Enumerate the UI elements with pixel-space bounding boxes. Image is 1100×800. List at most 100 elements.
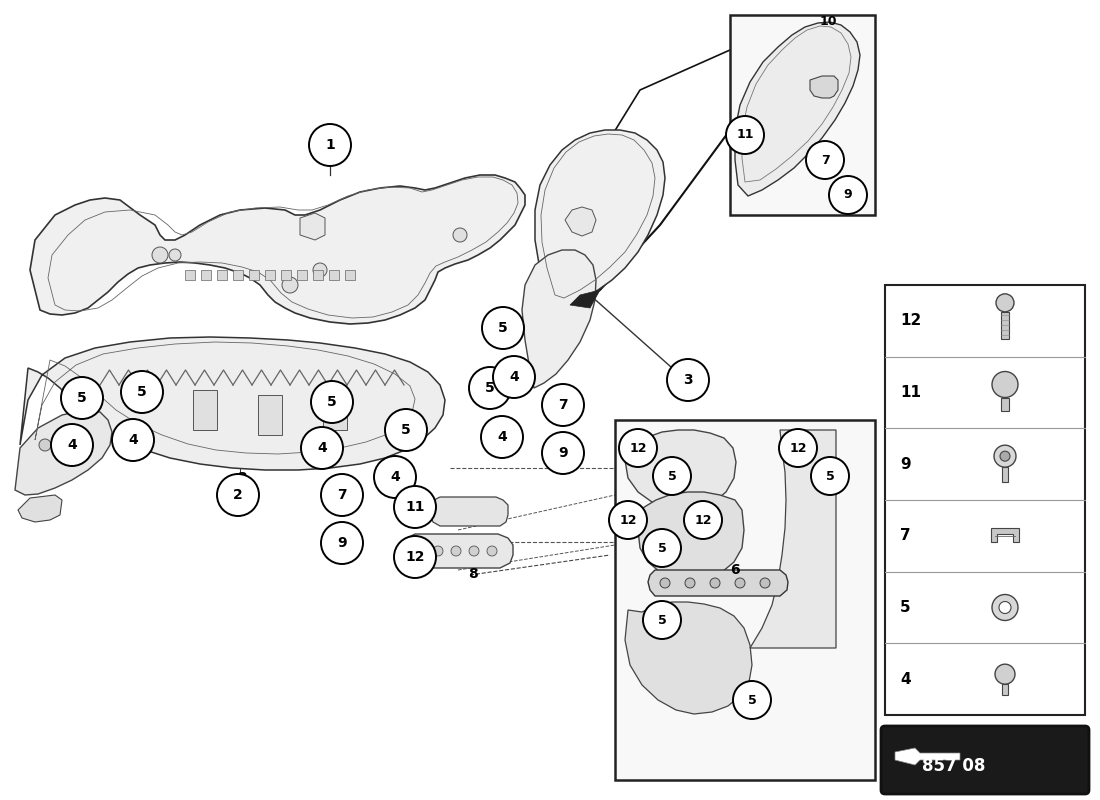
Text: 5: 5 (748, 694, 757, 706)
Circle shape (314, 263, 327, 277)
Polygon shape (20, 337, 446, 470)
Circle shape (609, 501, 647, 539)
Circle shape (619, 429, 657, 467)
Polygon shape (329, 270, 339, 280)
Circle shape (469, 367, 512, 409)
Polygon shape (345, 270, 355, 280)
Text: 12: 12 (405, 550, 425, 564)
Circle shape (660, 578, 670, 588)
Circle shape (684, 501, 722, 539)
Polygon shape (300, 213, 324, 240)
FancyBboxPatch shape (881, 726, 1089, 794)
Circle shape (451, 546, 461, 556)
Text: 5: 5 (658, 614, 667, 626)
FancyBboxPatch shape (615, 420, 874, 780)
Circle shape (644, 529, 681, 567)
Text: 857 08: 857 08 (922, 757, 984, 775)
Text: 4: 4 (900, 672, 911, 686)
Text: 7: 7 (900, 528, 911, 543)
Circle shape (493, 356, 535, 398)
Circle shape (60, 377, 103, 419)
Circle shape (811, 457, 849, 495)
Text: 12: 12 (619, 514, 637, 526)
Polygon shape (265, 270, 275, 280)
Polygon shape (314, 270, 323, 280)
Polygon shape (297, 270, 307, 280)
Text: 7: 7 (338, 488, 346, 502)
Polygon shape (535, 130, 666, 304)
Text: 1: 1 (326, 138, 334, 152)
Polygon shape (258, 395, 282, 435)
Text: 9: 9 (338, 536, 346, 550)
Polygon shape (201, 270, 211, 280)
Circle shape (644, 601, 681, 639)
Polygon shape (1002, 684, 1008, 695)
Text: 4: 4 (509, 370, 519, 384)
Circle shape (121, 371, 163, 413)
Polygon shape (735, 22, 860, 196)
Polygon shape (570, 290, 600, 308)
Text: 9: 9 (844, 189, 852, 202)
Circle shape (487, 546, 497, 556)
FancyBboxPatch shape (730, 15, 875, 215)
Circle shape (996, 664, 1015, 684)
Circle shape (72, 449, 84, 461)
Text: 9: 9 (900, 457, 911, 472)
Polygon shape (217, 270, 227, 280)
Polygon shape (565, 207, 596, 236)
Polygon shape (1001, 398, 1009, 410)
Circle shape (39, 439, 51, 451)
Circle shape (733, 681, 771, 719)
Text: 5: 5 (498, 321, 508, 335)
Polygon shape (280, 270, 292, 280)
Text: 3: 3 (683, 373, 693, 387)
Text: 12: 12 (900, 314, 922, 328)
Text: 4: 4 (390, 470, 400, 484)
Circle shape (374, 456, 416, 498)
Text: 1: 1 (336, 134, 344, 148)
Circle shape (469, 546, 478, 556)
Polygon shape (18, 495, 62, 522)
Polygon shape (1002, 467, 1008, 482)
Text: 5: 5 (402, 423, 411, 437)
Polygon shape (430, 497, 508, 526)
Polygon shape (810, 76, 838, 98)
Text: 2: 2 (238, 471, 248, 485)
Polygon shape (403, 534, 513, 568)
Text: 7: 7 (558, 398, 568, 412)
Text: 9: 9 (558, 446, 568, 460)
Text: 4: 4 (497, 430, 507, 444)
Circle shape (482, 307, 524, 349)
Circle shape (992, 594, 1018, 621)
Circle shape (779, 429, 817, 467)
Text: 5: 5 (138, 385, 147, 399)
Circle shape (829, 176, 867, 214)
Circle shape (385, 409, 427, 451)
Text: 7: 7 (821, 154, 829, 166)
Circle shape (994, 445, 1016, 467)
Polygon shape (233, 270, 243, 280)
Text: 12: 12 (629, 442, 647, 454)
Circle shape (282, 277, 298, 293)
Circle shape (667, 359, 710, 401)
Text: 11: 11 (405, 500, 425, 514)
Circle shape (806, 141, 844, 179)
Circle shape (542, 432, 584, 474)
Circle shape (321, 474, 363, 516)
Circle shape (992, 371, 1018, 398)
Text: 12: 12 (790, 442, 806, 454)
Circle shape (760, 578, 770, 588)
Polygon shape (625, 602, 752, 714)
Text: 10: 10 (820, 15, 837, 28)
Polygon shape (991, 528, 1019, 542)
Text: 5: 5 (826, 470, 835, 482)
Text: 11: 11 (900, 385, 921, 400)
Circle shape (685, 578, 695, 588)
Circle shape (1000, 451, 1010, 461)
Circle shape (481, 416, 522, 458)
Text: 4: 4 (317, 441, 327, 455)
Circle shape (453, 228, 468, 242)
Text: 5: 5 (900, 600, 911, 615)
Circle shape (112, 419, 154, 461)
Polygon shape (185, 270, 195, 280)
